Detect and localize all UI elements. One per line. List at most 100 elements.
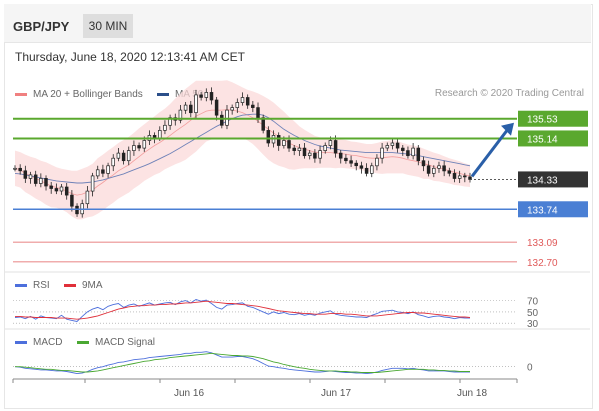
candle-body	[121, 152, 126, 162]
candle-body	[49, 185, 53, 189]
candle	[70, 190, 74, 212]
candle	[18, 164, 22, 175]
candle-body	[411, 147, 415, 157]
rsi-ma-line	[15, 300, 471, 320]
candle-body	[276, 135, 281, 146]
timeframe-badge[interactable]: 30 MIN	[83, 14, 133, 38]
candle	[49, 181, 53, 194]
candle-body	[70, 194, 74, 207]
candle-body	[313, 152, 317, 159]
candle-body	[18, 167, 22, 172]
support-label-box	[518, 201, 588, 218]
candle-body	[225, 109, 229, 126]
legend-macd-swatch	[15, 341, 27, 344]
rsi-tick-label: 30	[527, 319, 539, 330]
candle-body	[204, 92, 209, 98]
legend-rsi: RSI	[15, 280, 50, 291]
legend-rsi-swatch	[15, 284, 27, 287]
candle-body	[59, 186, 64, 192]
candle	[132, 140, 136, 156]
candle-body	[137, 145, 141, 149]
candle-body	[240, 97, 245, 103]
candle	[54, 183, 59, 195]
candle-body	[245, 97, 250, 106]
legend-ma50-swatch	[157, 93, 169, 96]
candle-body	[132, 145, 136, 151]
candle	[452, 169, 457, 183]
candle-body	[318, 150, 322, 159]
candle	[245, 94, 250, 109]
candle-body	[390, 142, 395, 146]
candle	[370, 162, 374, 178]
candle	[390, 138, 395, 150]
resistance-label: 135.14	[527, 134, 558, 145]
candle-body	[432, 167, 436, 174]
candle-body	[457, 175, 462, 179]
legend-bollinger: MA 20 + Bollinger Bands	[15, 89, 143, 100]
candle	[137, 142, 141, 152]
candle	[318, 145, 322, 164]
candle-body	[359, 165, 364, 169]
candle	[235, 98, 240, 113]
candle	[116, 148, 121, 162]
legend-rsi-label: RSI	[33, 280, 50, 291]
candle	[95, 165, 100, 179]
candle	[432, 165, 436, 178]
legend-rsi-ma: 9MA	[64, 280, 103, 291]
candle	[447, 167, 452, 177]
candle-body	[302, 147, 307, 157]
candle-body	[406, 150, 410, 157]
candle	[313, 149, 317, 163]
candle-body	[33, 174, 38, 184]
candle-body	[13, 167, 17, 170]
candle	[395, 137, 400, 153]
lower_target-label: 132.70	[527, 258, 558, 269]
candle-body	[292, 147, 296, 151]
candle	[64, 182, 69, 200]
candle	[338, 150, 343, 164]
candle	[111, 154, 115, 172]
candle-body	[220, 114, 224, 126]
current-label: 134.33	[527, 175, 558, 186]
resistance-label-box	[518, 110, 588, 127]
forecast-arrow-shaft	[470, 126, 511, 178]
x-tick-label: Jun 17	[321, 388, 351, 399]
legend-rsi-ma-label: 9MA	[82, 280, 103, 291]
lower_target-label: 133.09	[527, 238, 558, 249]
candle-body	[214, 99, 219, 116]
candle	[359, 161, 364, 174]
candle	[209, 87, 214, 105]
candle-body	[401, 147, 405, 151]
forecast-arrow-head	[501, 122, 514, 136]
candle-body	[261, 117, 265, 131]
candle-body	[199, 94, 203, 98]
candle-body	[442, 165, 446, 172]
candle-body	[437, 165, 441, 169]
rsi-line	[14, 299, 470, 322]
rsi-tick-label: 70	[527, 297, 539, 308]
credit-text: Research © 2020 Trading Central	[434, 88, 584, 99]
candle-body	[230, 107, 234, 111]
candle	[375, 154, 379, 171]
candle-body	[364, 167, 369, 174]
candle	[33, 170, 38, 187]
legend-macd-signal-label: MACD Signal	[95, 337, 156, 348]
candle	[178, 105, 183, 124]
candle	[85, 186, 90, 209]
rsi-tick-label: 50	[527, 308, 539, 319]
legend-macd-label: MACD	[33, 337, 63, 348]
candle-body	[380, 147, 384, 159]
candle-body	[307, 152, 312, 156]
candle-body	[23, 170, 28, 179]
candle	[457, 170, 462, 183]
candle	[344, 154, 348, 164]
candle	[44, 175, 48, 191]
candle	[230, 104, 234, 115]
candle-body	[323, 145, 327, 151]
candle-body	[95, 169, 100, 177]
candle	[251, 101, 255, 113]
candle-body	[370, 165, 374, 174]
bollinger-band-area	[15, 80, 470, 220]
candle-body	[85, 190, 90, 205]
candle	[276, 132, 281, 151]
